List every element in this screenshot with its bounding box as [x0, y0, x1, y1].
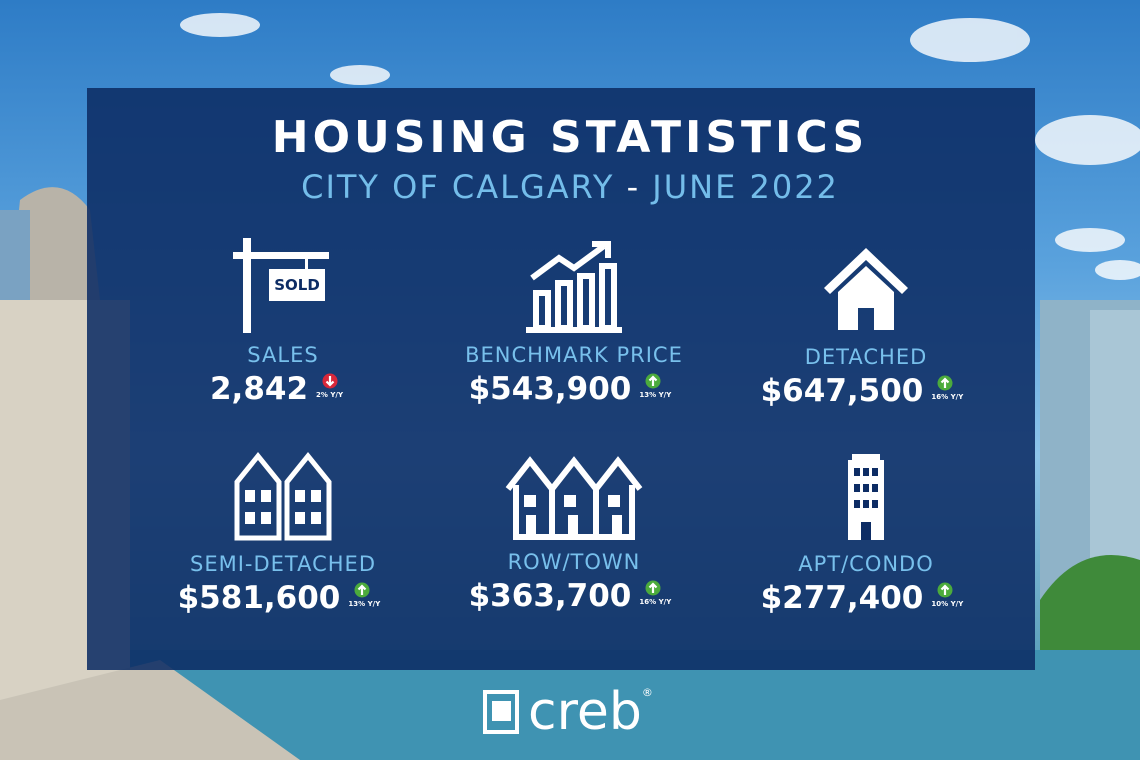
stat-label: SEMI-DETACHED	[189, 552, 376, 576]
logo: creb ®	[482, 684, 653, 740]
stat-value: 2,842	[209, 371, 309, 407]
brand: creb	[528, 682, 642, 742]
change-text: 16% Y/Y	[931, 393, 964, 401]
registered-mark: ®	[641, 686, 653, 699]
change-text: 2% Y/Y	[316, 391, 344, 399]
stat-cell: SOLD SALES 2,842 2% Y/Y	[123, 238, 443, 407]
change-badge: 2% Y/Y	[316, 373, 356, 407]
change-arrow	[354, 582, 370, 598]
sold-sign-icon: SOLD	[233, 238, 329, 333]
stats-panel	[87, 88, 1035, 670]
arrow	[649, 375, 658, 386]
change-arrow	[937, 375, 953, 391]
title: HOUSING STATISTICS	[271, 112, 869, 163]
change-arrow	[645, 373, 661, 389]
arrow	[325, 376, 335, 387]
semi-detached-icon	[234, 452, 332, 541]
change-arrow	[322, 373, 338, 389]
change-badge: 16% Y/Y	[931, 375, 971, 409]
stat-cell: DETACHED $647,500 16% Y/Y	[706, 240, 1026, 409]
stat-label: DETACHED	[804, 345, 928, 369]
change-badge: 13% Y/Y	[348, 582, 388, 616]
stat-value-row: $363,700 16% Y/Y	[414, 578, 734, 614]
stat-label: BENCHMARK PRICE	[465, 343, 683, 367]
stat-label: ROW/TOWN	[507, 550, 641, 574]
subtitle: CITY OF CALGARY - JUNE 2022	[0, 168, 1140, 206]
stat-label: APT/CONDO	[798, 552, 934, 576]
stat-value: $581,600	[177, 580, 341, 616]
stat-value-row: 2,842 2% Y/Y	[123, 371, 443, 407]
arrow	[358, 584, 367, 595]
change-text: 16% Y/Y	[639, 598, 672, 606]
subtitle-separator: -	[626, 168, 641, 206]
change-badge: 16% Y/Y	[639, 580, 679, 614]
change-badge: 10% Y/Y	[931, 582, 971, 616]
stat-cell: SEMI-DETACHED $581,600 13% Y/Y	[123, 452, 443, 616]
change-arrow	[937, 582, 953, 598]
stat-label: SALES	[247, 343, 319, 367]
price-chart-icon	[526, 241, 622, 333]
stat-value: $647,500	[760, 373, 924, 409]
stat-cell: APT/CONDO $277,400 10% Y/Y	[706, 452, 1026, 616]
change-text: 10% Y/Y	[931, 600, 964, 608]
subtitle-date: JUNE 2022	[652, 168, 839, 206]
stat-value-row: $543,900 13% Y/Y	[414, 371, 734, 407]
stat-value: $363,700	[468, 578, 632, 614]
change-text: 13% Y/Y	[639, 391, 672, 399]
condo-tower-icon	[848, 454, 884, 540]
change-arrow	[645, 580, 661, 596]
logo-icon	[483, 690, 519, 734]
arrow	[649, 582, 658, 593]
change-text: 13% Y/Y	[348, 600, 381, 608]
stat-value: $543,900	[468, 371, 632, 407]
change-badge: 13% Y/Y	[639, 373, 679, 407]
stat-value-row: $277,400 10% Y/Y	[706, 580, 1026, 616]
house-icon	[824, 248, 908, 330]
row-town-icon	[505, 456, 643, 540]
stat-value-row: $581,600 13% Y/Y	[123, 580, 443, 616]
subtitle-place: CITY OF CALGARY	[301, 168, 615, 206]
stat-value: $277,400	[760, 580, 924, 616]
arrow	[941, 584, 950, 595]
stat-cell: BENCHMARK PRICE $543,900 13% Y/Y	[414, 238, 734, 407]
sign-text: SOLD	[274, 276, 320, 294]
stat-value-row: $647,500 16% Y/Y	[706, 373, 1026, 409]
stat-cell: ROW/TOWN $363,700 16% Y/Y	[414, 455, 734, 614]
arrow	[941, 377, 950, 388]
